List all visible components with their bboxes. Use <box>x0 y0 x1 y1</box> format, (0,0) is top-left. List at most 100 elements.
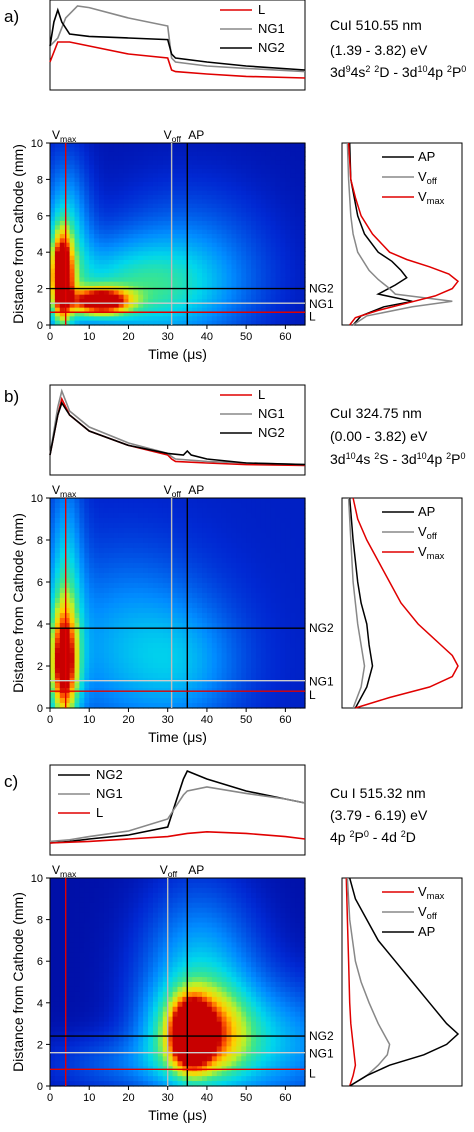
heat-cell <box>182 653 188 659</box>
heat-cell <box>108 528 115 534</box>
heat-cell <box>54 216 61 222</box>
heat-cell <box>69 543 76 549</box>
heat-cell <box>128 563 134 569</box>
heat-cell <box>113 653 120 659</box>
heat-cell <box>118 523 125 529</box>
heat-cell <box>123 523 130 529</box>
heat-cell <box>84 273 90 278</box>
heat-cell <box>143 221 149 226</box>
heat-cell <box>99 703 105 709</box>
heat-cell <box>255 528 262 534</box>
heat-cell <box>270 247 277 252</box>
heat-cell <box>197 277 203 283</box>
heat-cell <box>226 251 233 257</box>
heat-cell <box>255 603 262 609</box>
heat-cell <box>275 225 282 231</box>
heat-cell <box>300 668 306 674</box>
heat-cell <box>79 668 85 674</box>
heat-cell <box>295 653 301 659</box>
heat-cell <box>59 1046 66 1052</box>
heat-cell <box>84 177 90 183</box>
heat-cell <box>206 299 213 304</box>
heat-cell <box>50 303 56 309</box>
heat-cell <box>182 225 188 231</box>
y-tick-label: 10 <box>31 493 43 505</box>
heat-cell <box>192 498 198 504</box>
heat-cell <box>167 608 174 614</box>
heat-cell <box>59 518 66 524</box>
heat-cell <box>157 663 164 669</box>
heat-cell <box>79 698 85 704</box>
heat-cell <box>285 307 291 313</box>
heat-cell <box>265 553 272 559</box>
heat-cell <box>172 698 179 704</box>
heat-cell <box>118 247 125 252</box>
heat-cell <box>94 927 100 934</box>
heat-cell <box>128 583 134 589</box>
heat-cell <box>54 281 61 287</box>
heat-cell <box>290 320 296 326</box>
heat-cell <box>133 498 139 504</box>
heat-cell <box>295 673 301 679</box>
heat-cell <box>69 558 76 564</box>
heat-cell <box>128 573 134 579</box>
heat-cell <box>231 225 237 231</box>
heat-cell <box>275 593 282 599</box>
heat-cell <box>197 583 203 589</box>
heat-cell <box>84 523 90 529</box>
heat-cell <box>79 1051 85 1057</box>
heat-cell <box>59 247 66 252</box>
heat-cell <box>192 523 198 529</box>
heat-cell <box>167 234 174 239</box>
heat-cell <box>251 598 257 604</box>
heat-cell <box>246 303 252 309</box>
heat-cell <box>236 212 242 218</box>
heat-cell <box>143 523 149 529</box>
heat-cell <box>157 698 164 704</box>
heat-cell <box>94 892 100 899</box>
heat-cell <box>84 996 90 1003</box>
heat-cell <box>226 195 233 200</box>
heat-cell <box>167 568 174 574</box>
heat-cell <box>300 513 306 519</box>
heat-cell <box>187 608 193 614</box>
heat-cell <box>152 251 159 257</box>
heat-cell <box>280 698 286 704</box>
heat-cell <box>265 238 272 244</box>
heat-cell <box>69 553 76 559</box>
heat-cell <box>84 912 90 919</box>
heat-cell <box>79 177 85 183</box>
heat-cell <box>79 897 85 904</box>
heat-cell <box>103 882 110 889</box>
heat-cell <box>54 177 61 183</box>
heat-cell <box>290 143 296 148</box>
heat-cell <box>206 260 213 265</box>
heat-cell <box>206 558 213 564</box>
heat-cell <box>108 558 115 564</box>
heat-cell <box>84 882 90 889</box>
heat-cell <box>251 578 257 584</box>
heat-cell <box>143 160 149 166</box>
heat-cell <box>300 186 306 192</box>
heat-cell <box>157 593 164 599</box>
heat-cell <box>197 508 203 514</box>
heat-cell <box>84 294 90 300</box>
heat-cell <box>295 533 301 539</box>
heat-cell <box>231 316 237 322</box>
heat-cell <box>231 558 237 564</box>
heat-cell <box>94 578 100 584</box>
heat-cell <box>280 177 286 183</box>
heat-cell <box>89 208 95 213</box>
heat-cell <box>64 588 71 594</box>
heat-cell <box>50 225 56 231</box>
heat-cell <box>290 251 296 257</box>
heat-cell <box>89 1051 95 1057</box>
y-tick-label: 0 <box>37 703 43 715</box>
heat-cell <box>157 190 164 196</box>
heat-cell <box>241 568 247 574</box>
heat-cell <box>143 588 149 594</box>
heat-cell <box>162 260 169 265</box>
heat-cell <box>74 927 81 934</box>
heat-cell <box>182 182 188 187</box>
heat-cell <box>211 668 218 674</box>
